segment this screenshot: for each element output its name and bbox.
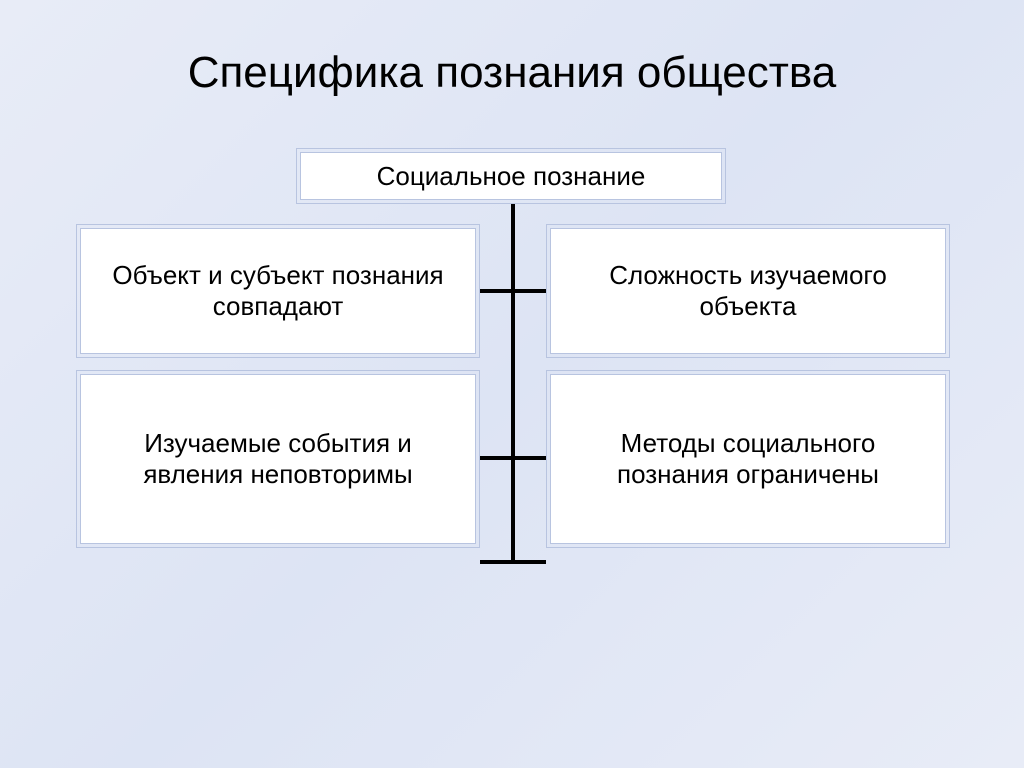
child-2-label: Сложность изучаемого объекта xyxy=(563,260,933,322)
diagram-container: Социальное познание Объект и субъект поз… xyxy=(0,148,1024,708)
child-3-label: Изучаемые события и явления неповторимы xyxy=(93,428,463,490)
child-node-1: Объект и субъект познания совпадают xyxy=(80,228,476,354)
connector-h2 xyxy=(480,456,546,460)
child-node-2: Сложность изучаемого объекта xyxy=(550,228,946,354)
connector-h3 xyxy=(480,560,546,564)
connector-vertical xyxy=(511,204,515,562)
connector-h1 xyxy=(480,289,546,293)
root-label: Социальное познание xyxy=(377,161,646,192)
page-title: Специфика познания общества xyxy=(0,0,1024,98)
child-node-3: Изучаемые события и явления неповторимы xyxy=(80,374,476,544)
child-1-label: Объект и субъект познания совпадают xyxy=(93,260,463,322)
child-node-4: Методы социального познания ограничены xyxy=(550,374,946,544)
root-node: Социальное познание xyxy=(300,152,722,200)
child-4-label: Методы социального познания ограничены xyxy=(563,428,933,490)
